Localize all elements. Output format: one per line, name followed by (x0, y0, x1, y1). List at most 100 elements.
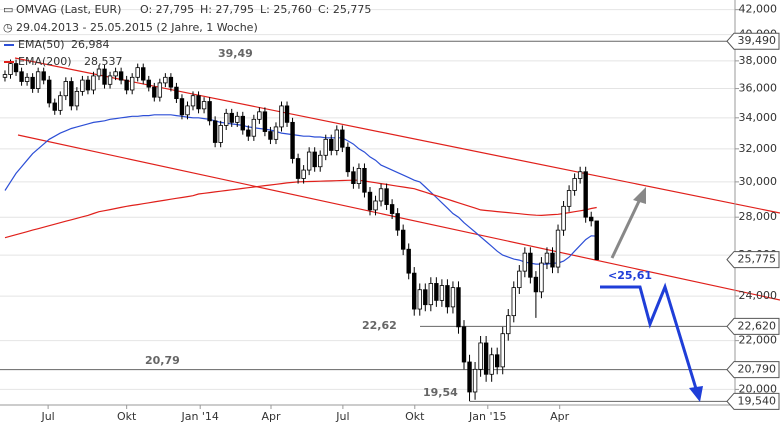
candle-body (2, 74, 8, 78)
level-label: 19,540 (738, 394, 777, 407)
legend-value: 28,537 (84, 55, 123, 68)
candle-body (223, 112, 229, 126)
candle-body (555, 229, 561, 268)
candle-body (229, 112, 234, 123)
candle-body (417, 289, 422, 310)
candle-body (141, 67, 146, 81)
level-box (726, 317, 780, 335)
candle-body (52, 102, 57, 111)
annotation: 20,79 (145, 354, 180, 367)
x-tick-label: Apr (261, 410, 281, 423)
candle-body (412, 272, 417, 310)
annotation: 19,54 (423, 386, 458, 399)
candle-body (157, 82, 163, 98)
upper-channel (14, 57, 780, 214)
candle-body (80, 79, 85, 92)
candle-body (19, 71, 24, 82)
candle-body (406, 248, 411, 274)
level-label: 25,775 (738, 253, 777, 266)
candle-body (268, 131, 273, 140)
quote: C: 25,775 (318, 3, 371, 16)
candle-body (129, 76, 135, 91)
candle-body (539, 262, 544, 293)
annotation: <25,61 (608, 269, 652, 282)
candle-body (35, 71, 41, 89)
level-label: 22,620 (738, 319, 777, 332)
chart-title: OMVAG (Last, EUR) (16, 3, 121, 16)
legend-value: 26,984 (71, 38, 110, 51)
candle-body (378, 188, 384, 202)
candle-body (494, 354, 500, 368)
candle-body (566, 190, 572, 207)
x-tick-label: Okt (117, 410, 137, 423)
candle-body (295, 158, 301, 179)
candle-body (190, 95, 196, 107)
candle-body (201, 101, 207, 110)
x-tick-label: Apr (550, 410, 570, 423)
candle-body (400, 229, 406, 250)
candle-body (146, 79, 151, 88)
icon: ◷ (3, 21, 13, 34)
candle-body (107, 75, 113, 85)
candle-body (212, 120, 218, 143)
candle-body (113, 71, 118, 77)
y-tick-label: 38,000 (739, 54, 778, 67)
candle-body (434, 283, 439, 301)
level-label: 20,790 (738, 363, 777, 376)
candle-body (577, 171, 583, 179)
y-tick-label: 20,000 (739, 382, 778, 395)
candle-body (85, 79, 91, 91)
y-tick-label: 42,000 (739, 3, 778, 16)
candle-body (185, 105, 190, 116)
quote: L: 25,760 (260, 3, 312, 16)
gray-arrow (610, 187, 646, 259)
candle-body (63, 81, 69, 97)
x-tick-label: Jul (40, 410, 54, 423)
candle-body (91, 75, 96, 91)
x-tick-label: Jan '15 (468, 410, 506, 423)
candle-body (8, 63, 13, 75)
candle-body (544, 252, 550, 264)
ema-line (4, 179, 597, 239)
candle-body (69, 81, 74, 107)
y-tick-label: 32,000 (739, 142, 778, 155)
blue-projection (600, 282, 703, 402)
ema-line (4, 114, 597, 265)
candle-body (323, 138, 328, 156)
candle-body (456, 287, 461, 328)
candle-body (257, 111, 262, 120)
candle-body (124, 79, 129, 91)
candle-body (511, 287, 516, 317)
y-tick-label: 36,000 (739, 82, 778, 95)
candle-body (102, 68, 107, 85)
header: ▭ OMVAG (Last, EUR) O: 27,795 H: 27,795 … (3, 3, 371, 68)
candle-body (384, 188, 389, 205)
level-box (726, 32, 780, 50)
candle-body (423, 289, 428, 306)
y-tick-label: 34,000 (739, 111, 778, 124)
candle-body (218, 124, 223, 143)
candle-body (500, 333, 505, 368)
level-box (726, 392, 780, 410)
candle-body (345, 146, 351, 173)
x-tick-label: Jan '14 (180, 410, 218, 423)
candle-body (467, 361, 472, 393)
candle-body (251, 118, 257, 137)
y-tick-label: 28,000 (739, 210, 778, 223)
candle-body (168, 76, 174, 88)
candle-body (572, 178, 577, 191)
legend-label: EMA(200) (18, 55, 72, 68)
candle-body (506, 315, 511, 335)
candle-body (74, 91, 80, 107)
candle-body (561, 205, 566, 231)
candle-body (583, 171, 588, 218)
candle-body (246, 129, 251, 137)
candle-body (450, 287, 456, 308)
candle-body (329, 138, 334, 151)
subtitle: 29.04.2013 - 25.05.2015 (2 Jahre, 1 Woch… (16, 21, 258, 34)
candle-body (196, 95, 201, 110)
candle-body (284, 105, 290, 123)
candle-body (290, 121, 295, 159)
